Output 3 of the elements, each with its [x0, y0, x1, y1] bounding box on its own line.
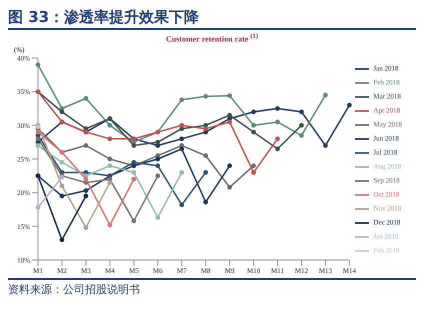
- chart-title: 图 33：渗透率提升效果下降: [8, 8, 416, 30]
- chart-subtitle: Customer retention rate $^{(1)}$: [164, 33, 260, 44]
- text: 资料来源：公司招股说明书: [8, 282, 141, 297]
